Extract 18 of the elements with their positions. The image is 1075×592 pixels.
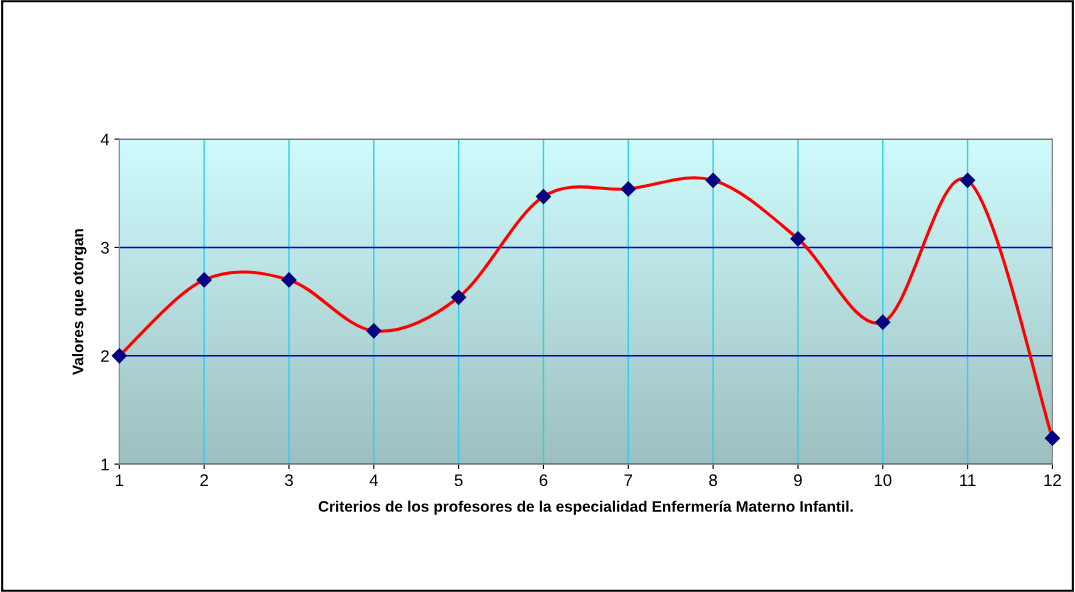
y-tick-label: 1 bbox=[101, 458, 109, 471]
y-tick-label: 2 bbox=[101, 350, 109, 362]
x-tick-label: 3 bbox=[284, 474, 293, 487]
x-tick-label: 12 bbox=[1044, 474, 1061, 486]
x-tick-label: 7 bbox=[624, 474, 633, 486]
x-tick-label: 9 bbox=[794, 474, 802, 487]
x-tick-label: 5 bbox=[454, 474, 463, 487]
x-tick-label: 6 bbox=[539, 474, 548, 487]
x-tick-label: 2 bbox=[200, 474, 208, 486]
y-axis-title: Valores que otorgan bbox=[72, 229, 87, 375]
x-axis-title: Criterios de los profesores de la especialidad Enfermería Materno Infantil. bbox=[318, 500, 853, 515]
x-tick-label: 1 bbox=[115, 474, 124, 486]
x-tick-label: 10 bbox=[874, 474, 892, 487]
x-tick-label: 4 bbox=[369, 474, 378, 486]
y-tick-label: 3 bbox=[100, 241, 109, 254]
x-tick-label: 8 bbox=[709, 474, 718, 487]
y-tick-label: 4 bbox=[100, 133, 110, 146]
x-tick-label: 11 bbox=[960, 474, 976, 486]
